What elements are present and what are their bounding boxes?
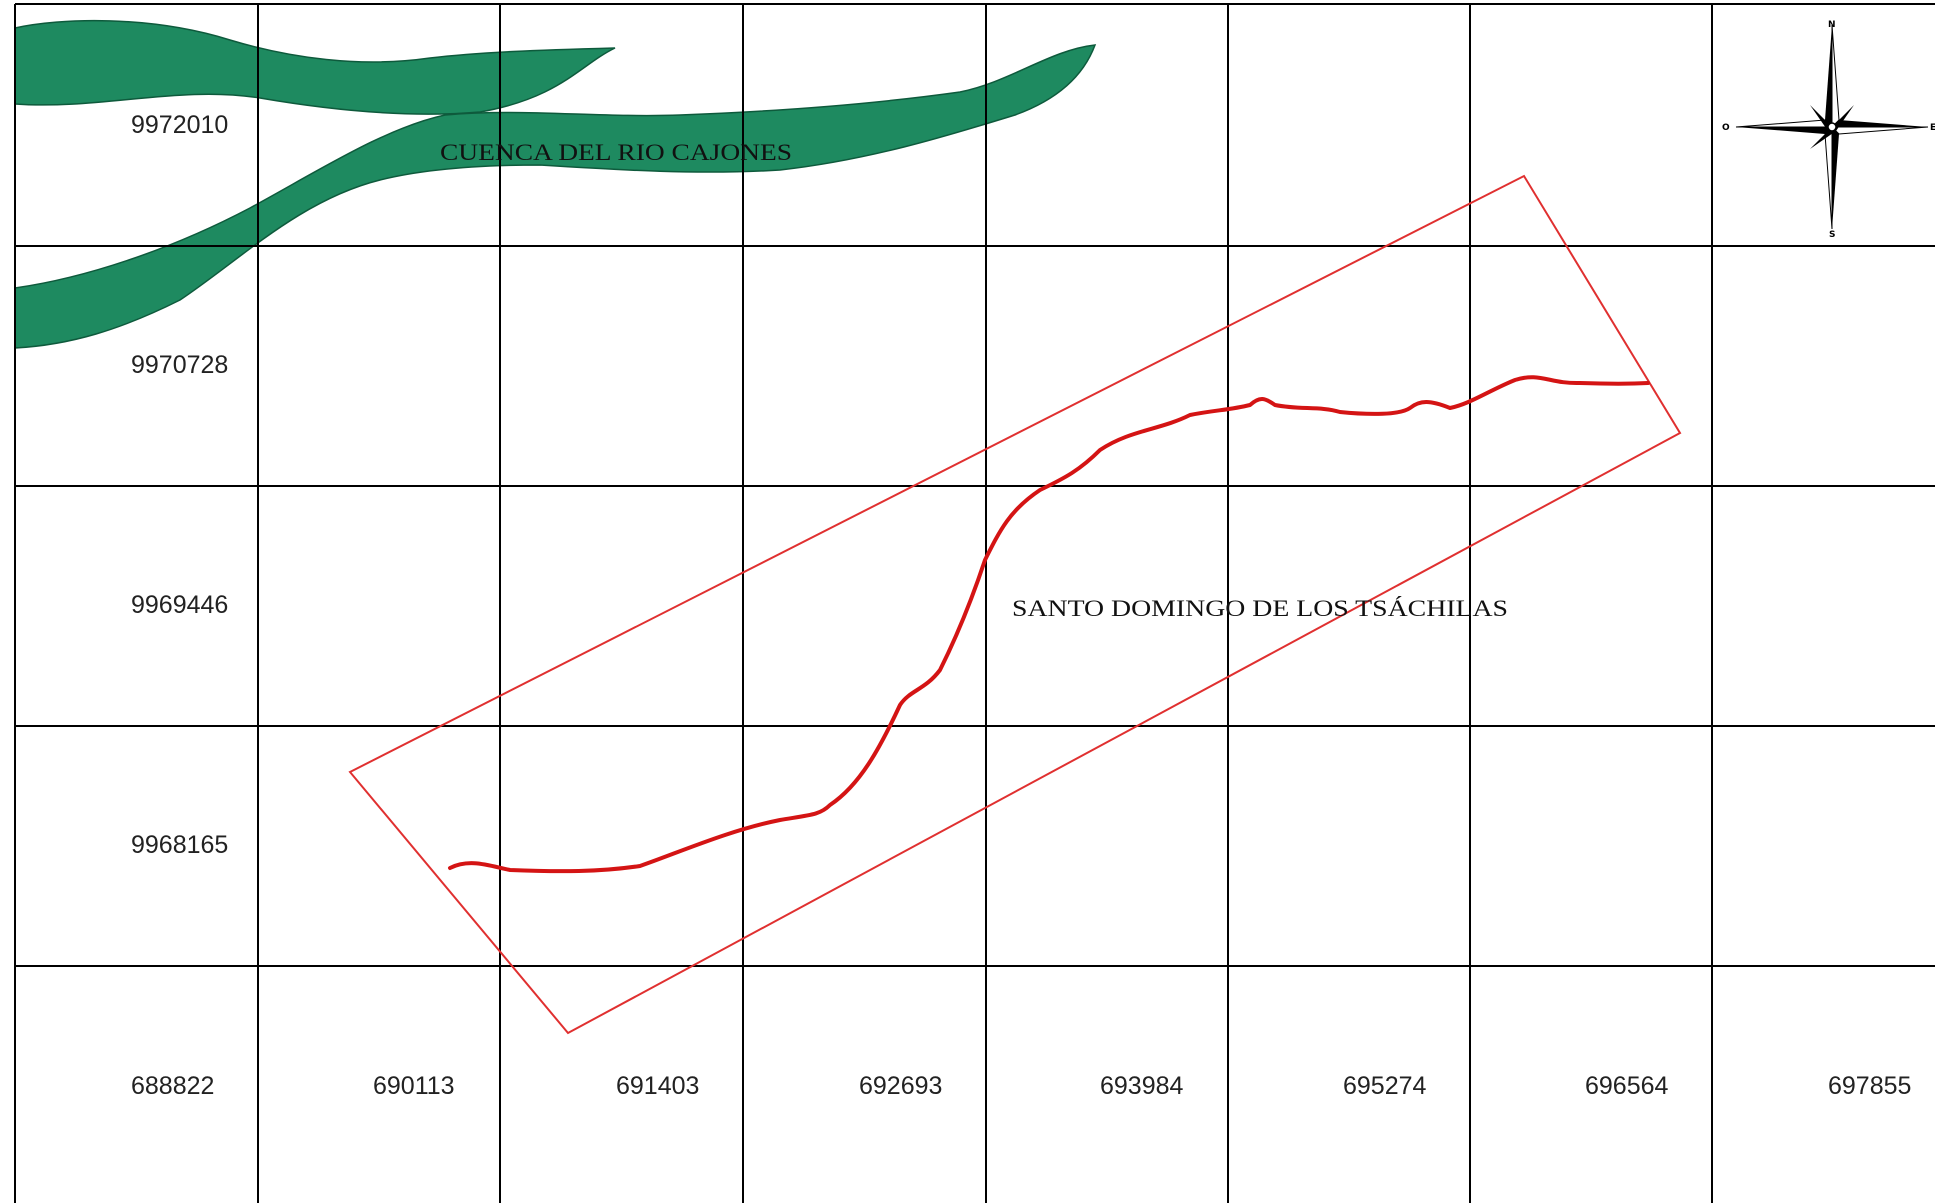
y-label-9968165: 9968165 [131, 831, 228, 859]
compass-west: O [1722, 123, 1730, 133]
province-label: SANTO DOMINGO DE LOS TSÁCHILAS [1012, 596, 1508, 621]
route-line [448, 375, 1650, 874]
y-label-9970728: 9970728 [131, 351, 228, 379]
river-lower [14, 44, 1097, 349]
river-upper [14, 19, 616, 115]
compass-rose-icon: N S O E [1722, 20, 1935, 240]
y-axis-labels: 9972010 9970728 9969446 9968165 [131, 111, 228, 859]
coordinate-grid [14, 3, 1935, 1203]
compass-south: S [1829, 230, 1835, 240]
x-label-695274: 695274 [1343, 1072, 1427, 1100]
x-label-691403: 691403 [616, 1072, 699, 1100]
x-label-692693: 692693 [859, 1072, 942, 1100]
x-label-693984: 693984 [1100, 1072, 1184, 1100]
y-label-9972010: 9972010 [131, 111, 228, 139]
x-label-690113: 690113 [373, 1072, 455, 1100]
river-basin [14, 19, 1097, 349]
y-label-9969446: 9969446 [131, 591, 228, 619]
x-label-696564: 696564 [1585, 1072, 1669, 1100]
x-label-697855: 697855 [1828, 1072, 1911, 1100]
river-basin-label: CUENCA DEL RIO CAJONES [440, 140, 792, 165]
compass-north: N [1828, 20, 1836, 30]
x-axis-labels: 688822 690113 691403 692693 693984 69527… [131, 1072, 1911, 1100]
study-area-outline [348, 174, 1682, 1035]
compass-east: E [1930, 123, 1935, 133]
x-label-688822: 688822 [131, 1072, 214, 1100]
